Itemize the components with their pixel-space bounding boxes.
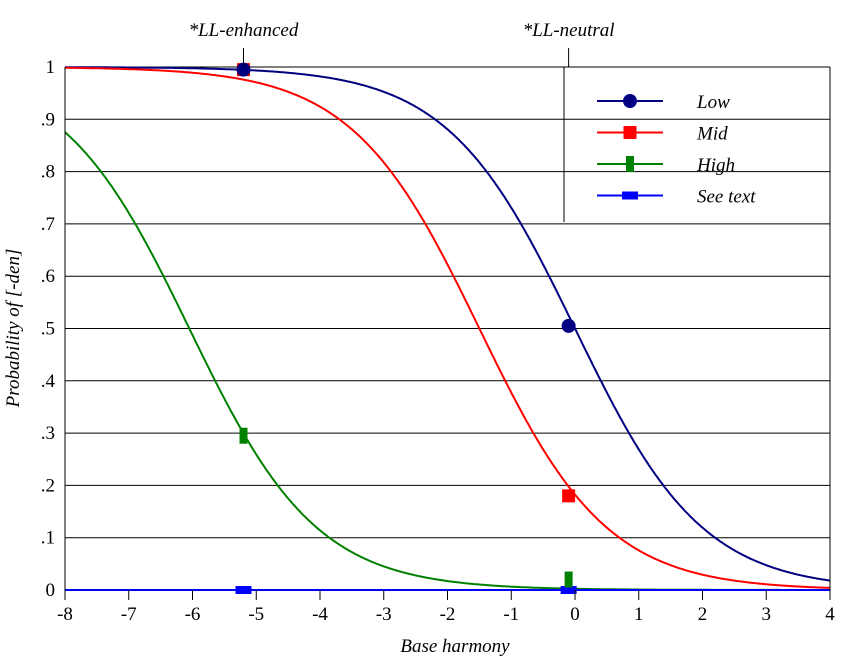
y-tick-label: .2 <box>41 475 55 496</box>
y-tick-label: .1 <box>41 528 55 549</box>
data-point <box>561 318 576 333</box>
legend-label: High <box>696 155 735 176</box>
x-tick-label: -6 <box>185 604 201 625</box>
x-tick-label: 2 <box>698 604 708 625</box>
y-tick-label: .8 <box>41 162 55 183</box>
y-tick-label: .5 <box>41 319 55 340</box>
x-tick-label: -3 <box>376 604 392 625</box>
data-point <box>562 489 576 503</box>
data-point <box>236 62 251 77</box>
legend-label: Mid <box>696 124 728 145</box>
annotation-label: *LL-neutral <box>523 20 615 41</box>
data-point <box>564 571 573 588</box>
x-tick-label: -1 <box>503 604 519 625</box>
annotation-label: *LL-enhanced <box>189 20 299 41</box>
data-point <box>235 586 252 594</box>
y-tick-label: .6 <box>41 266 55 287</box>
legend-marker <box>622 191 638 200</box>
legend-marker <box>623 94 637 108</box>
y-tick-label: .3 <box>41 423 55 444</box>
y-axis-label: Probability of [-den] <box>3 249 24 409</box>
x-tick-label: -4 <box>312 604 328 625</box>
x-tick-label: -7 <box>121 604 137 625</box>
curve-low <box>65 66 831 582</box>
data-point <box>560 586 577 594</box>
legend: Low Mid High See text <box>563 67 756 222</box>
y-tick-label: .9 <box>41 109 55 130</box>
y-tick-label: 0 <box>46 580 56 601</box>
legend-marker <box>623 126 637 139</box>
y-tick-label: 1 <box>46 57 56 78</box>
data-point <box>239 427 248 444</box>
y-tick-label: .4 <box>41 371 56 392</box>
legend-label: Low <box>696 92 730 113</box>
legend-label: See text <box>697 187 756 208</box>
x-tick-label: 1 <box>634 604 644 625</box>
x-tick-label: -5 <box>248 604 264 625</box>
curve-mid <box>65 66 831 589</box>
x-tick-label: -2 <box>440 604 456 625</box>
x-tick-label: -8 <box>57 604 73 625</box>
x-tick-label: 0 <box>570 604 580 625</box>
x-tick-label: 4 <box>825 604 835 625</box>
legend-marker <box>626 156 634 172</box>
x-tick-label: 3 <box>762 604 772 625</box>
y-tick-label: .7 <box>41 214 55 235</box>
x-axis-label: Base harmony <box>400 636 510 657</box>
